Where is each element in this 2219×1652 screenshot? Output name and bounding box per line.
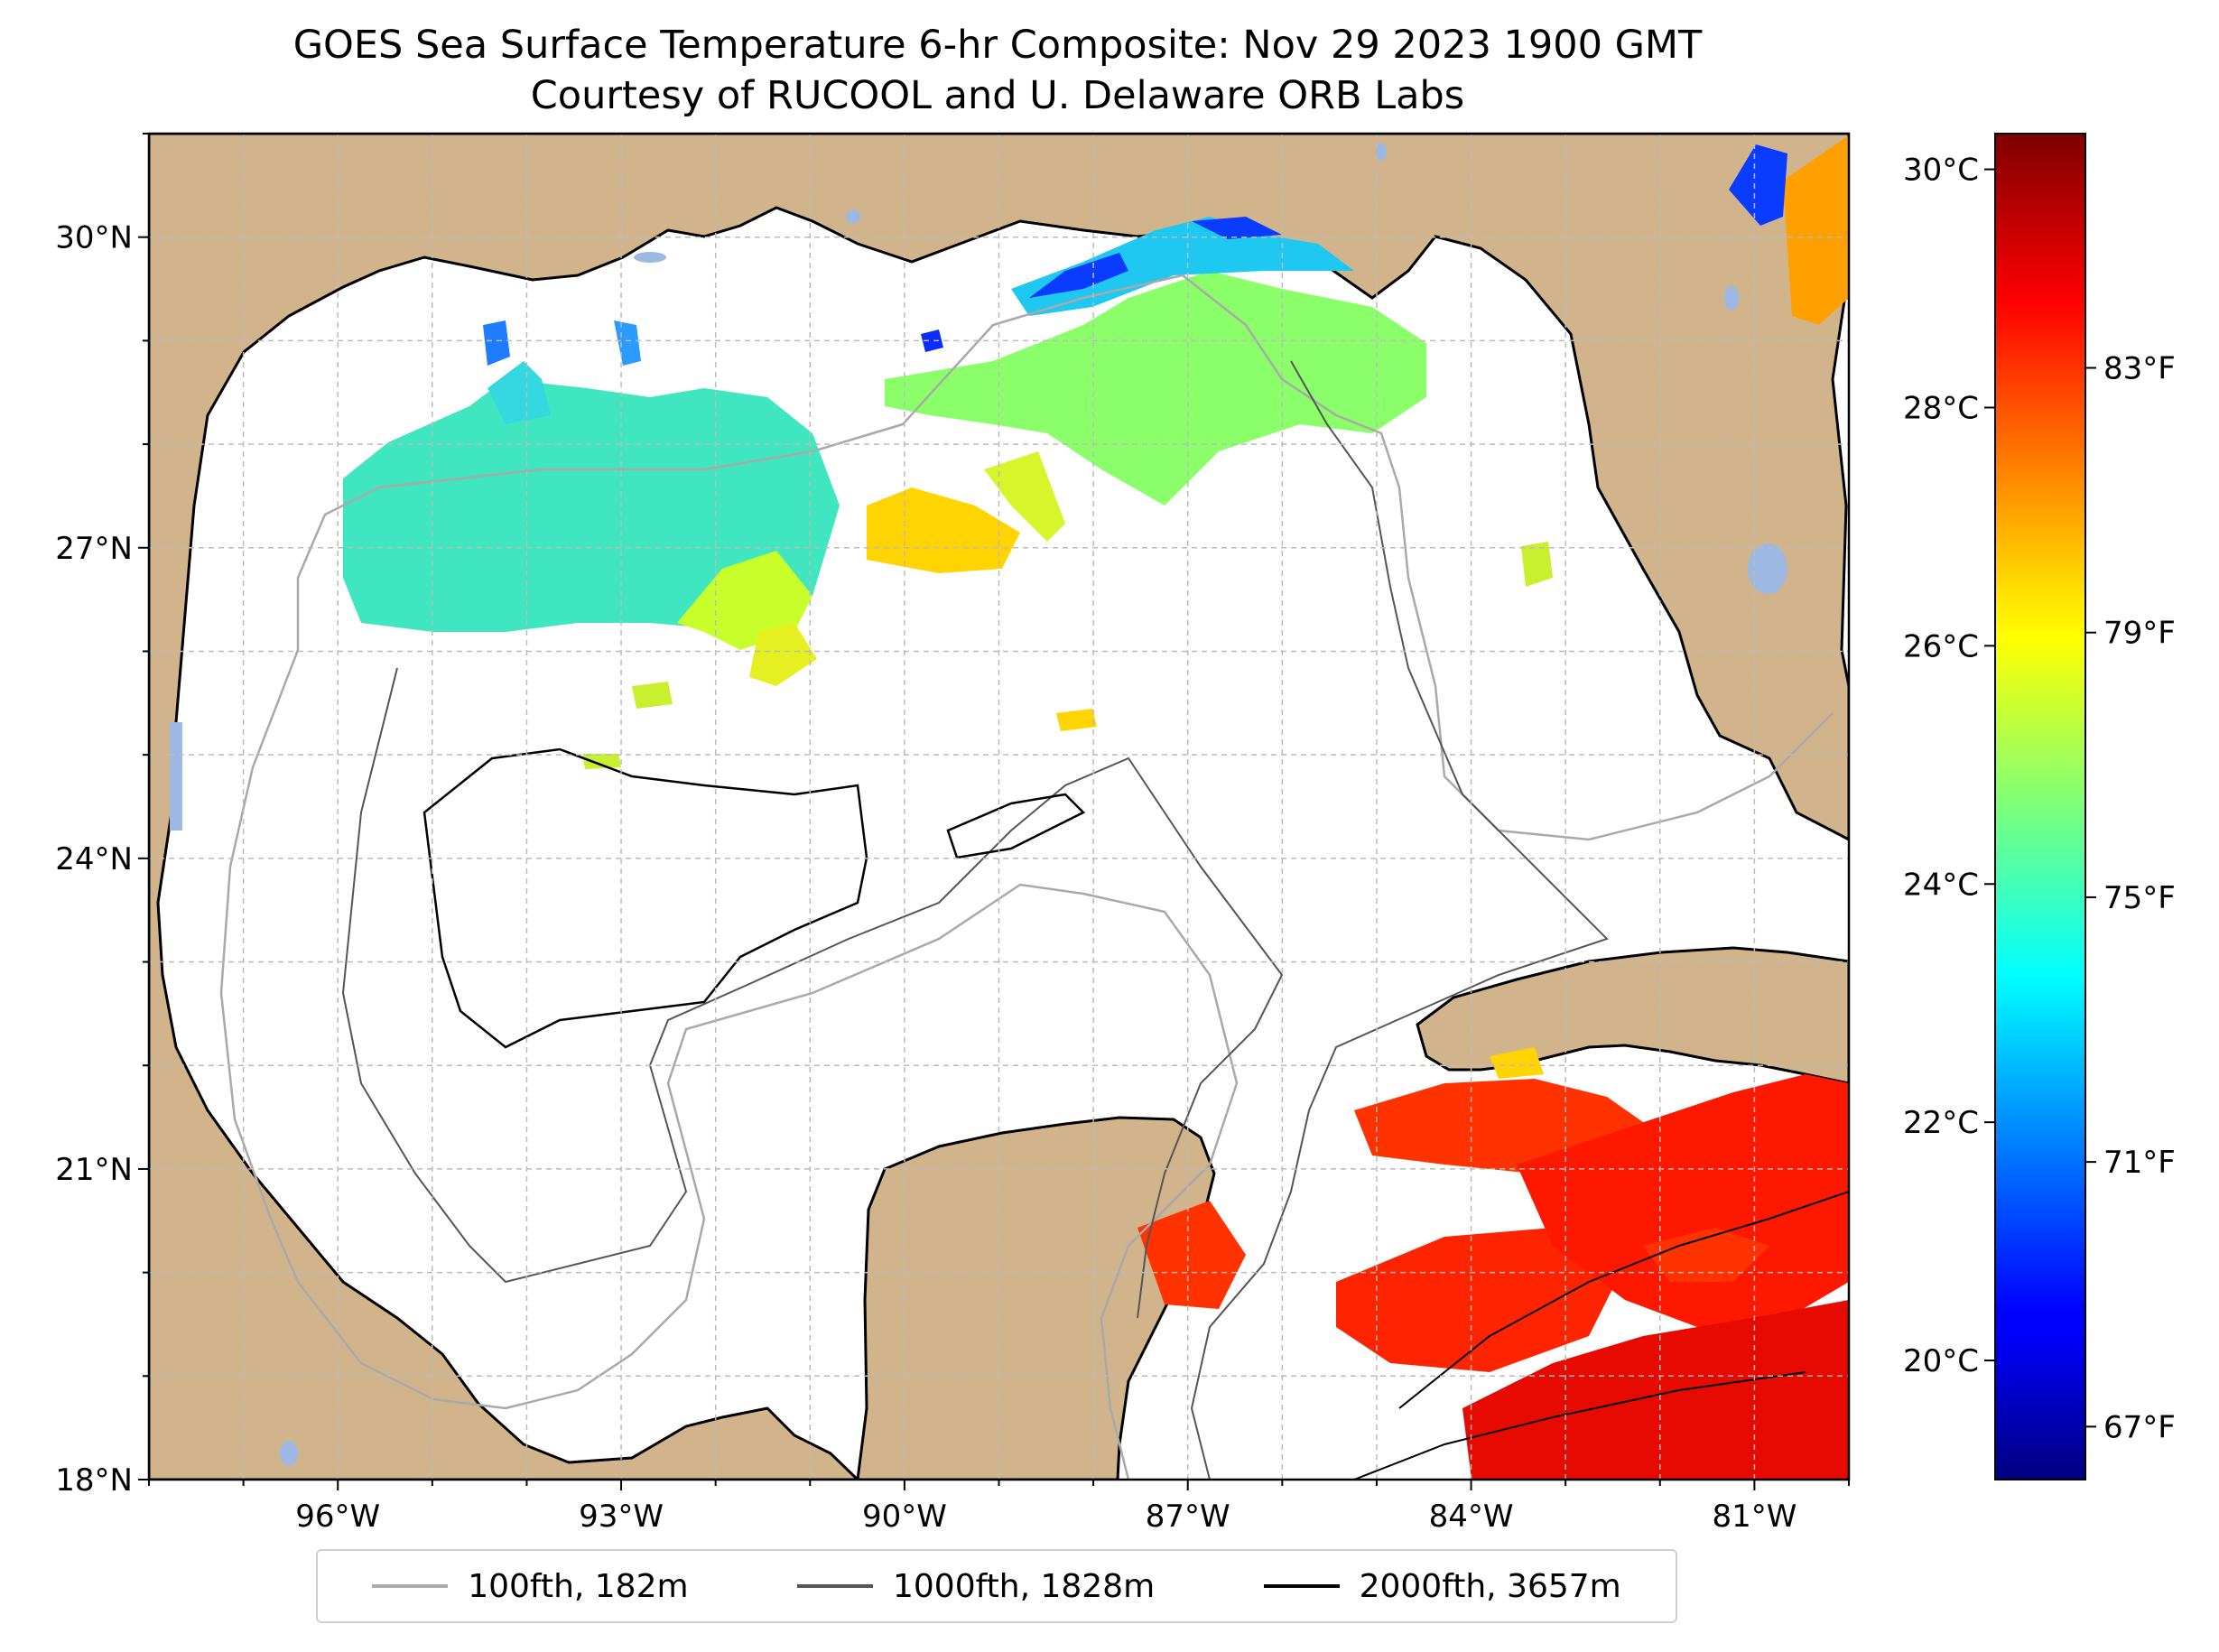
legend-item-1000fth: 1000fth, 1828m: [796, 1567, 1156, 1605]
title-line-1: GOES Sea Surface Temperature 6-hr Compos…: [292, 23, 1703, 68]
legend-line-1000fth: [796, 1584, 873, 1588]
lon-tick-label: 96°W: [295, 1499, 380, 1535]
fahrenheit-tick-label: 75°F: [2103, 880, 2176, 916]
isobath-100fth: [219, 274, 1834, 1480]
colorbar: [1994, 133, 2086, 1480]
celsius-tick-label: 20°C: [1903, 1343, 1979, 1379]
title-line-2: Courtesy of RUCOOL and U. Delaware ORB L…: [530, 73, 1465, 118]
fahrenheit-tick-label: 67°F: [2103, 1409, 2176, 1445]
legend-line-2000fth: [1263, 1584, 1340, 1588]
legend-label-2000fth: 2000fth, 3657m: [1359, 1567, 1621, 1605]
lon-tick-label: 81°W: [1712, 1499, 1797, 1535]
colorbar-celsius-axis: 20°C 22°C 24°C 26°C 28°C 30°C: [1903, 153, 1995, 1379]
longitude-axis: 96°W 93°W 90°W 87°W 84°W 81°W: [148, 1480, 1850, 1535]
lon-tick-label: 87°W: [1146, 1499, 1230, 1535]
isobath-contours: [219, 274, 1849, 1480]
legend-label-100fth: 100fth, 182m: [468, 1567, 689, 1605]
latitude-axis: 18°N 21°N 24°N 27°N 30°N: [55, 133, 149, 1499]
lat-tick-label: 24°N: [55, 841, 133, 877]
inland-lakes: [170, 143, 1787, 1466]
fahrenheit-tick-label: 79°F: [2103, 616, 2176, 652]
legend-label-1000fth: 1000fth, 1828m: [892, 1567, 1156, 1605]
map-title: GOES Sea Surface Temperature 6-hr Compos…: [149, 20, 1846, 121]
celsius-tick-label: 24°C: [1903, 867, 1979, 903]
isobath-1000fth: [341, 360, 1609, 1480]
lon-tick-label: 90°W: [862, 1499, 947, 1535]
celsius-tick-label: 26°C: [1903, 628, 1979, 664]
isobath-legend: 100fth, 182m 1000fth, 1828m 2000fth, 365…: [316, 1549, 1677, 1623]
isobath-2000fth: [422, 747, 1086, 1049]
legend-item-2000fth: 2000fth, 3657m: [1263, 1567, 1621, 1605]
celsius-tick-label: 22°C: [1903, 1105, 1979, 1141]
fahrenheit-tick-label: 83°F: [2103, 350, 2176, 386]
legend-item-100fth: 100fth, 182m: [372, 1567, 689, 1605]
colorbar-fahrenheit-axis: 67°F 71°F 75°F 79°F 83°F: [2085, 350, 2176, 1445]
lat-tick-label: 27°N: [55, 531, 133, 567]
yucatan-peninsula-land: [856, 1116, 1216, 1480]
gridlines: [149, 134, 1849, 1480]
lon-tick-label: 93°W: [579, 1499, 664, 1535]
fahrenheit-tick-label: 71°F: [2103, 1145, 2176, 1181]
lat-tick-label: 21°N: [55, 1152, 133, 1188]
map-area: [149, 134, 1849, 1480]
lon-tick-label: 84°W: [1429, 1499, 1514, 1535]
north-america-land: [149, 134, 1849, 1480]
lat-tick-label: 30°N: [55, 220, 133, 256]
celsius-tick-label: 30°C: [1903, 153, 1979, 189]
lat-tick-label: 18°N: [55, 1462, 133, 1499]
legend-line-100fth: [372, 1584, 449, 1588]
celsius-tick-label: 28°C: [1903, 390, 1979, 426]
